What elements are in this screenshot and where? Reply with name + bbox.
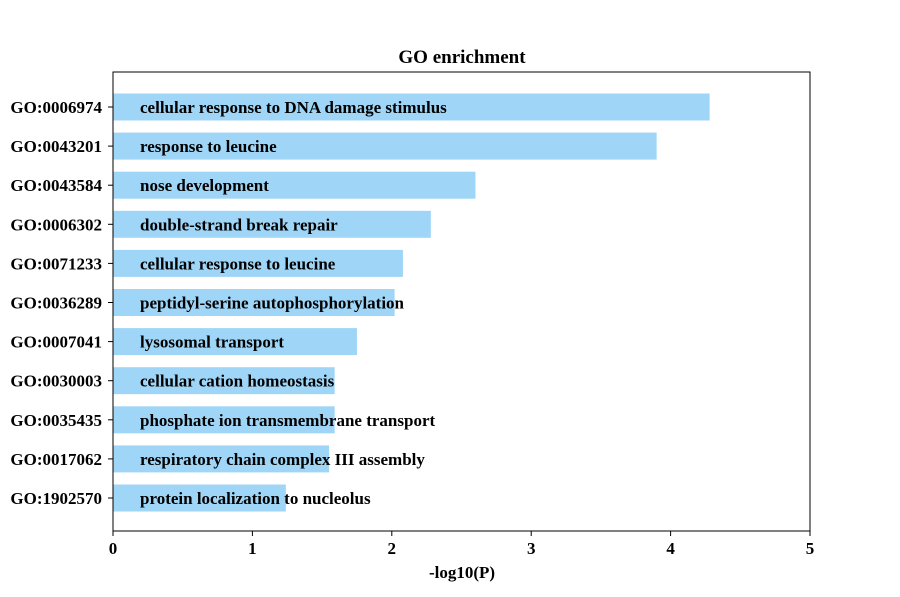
bar-description-label: double-strand break repair bbox=[140, 215, 338, 234]
x-tick-label: 2 bbox=[388, 539, 397, 558]
bar bbox=[113, 367, 335, 395]
y-tick-label: GO:0017062 bbox=[10, 450, 102, 469]
bars-group: cellular response to DNA damage stimulus… bbox=[10, 93, 710, 512]
bar bbox=[113, 171, 476, 199]
y-tick-label: GO:1902570 bbox=[10, 489, 102, 508]
bar-description-label: cellular cation homeostasis bbox=[140, 372, 335, 391]
bar bbox=[113, 484, 286, 512]
x-tick-label: 3 bbox=[527, 539, 536, 558]
y-tick-label: GO:0043201 bbox=[10, 137, 102, 156]
bar-description-label: cellular response to leucine bbox=[140, 254, 336, 273]
x-tick-label: 5 bbox=[806, 539, 815, 558]
x-tick-label: 1 bbox=[248, 539, 257, 558]
bar bbox=[113, 289, 395, 316]
y-tick-label: GO:0006302 bbox=[10, 215, 102, 234]
x-axis: 0 1 2 3 4 5 bbox=[109, 531, 815, 558]
x-axis-label: -log10(P) bbox=[429, 563, 495, 582]
bar bbox=[113, 210, 431, 238]
bar bbox=[113, 328, 357, 356]
y-tick-label: GO:0030003 bbox=[10, 372, 102, 391]
bar-description-label: response to leucine bbox=[140, 137, 277, 156]
bar bbox=[113, 93, 710, 121]
plot-frame bbox=[112, 71, 811, 532]
bar bbox=[113, 132, 657, 160]
bar bbox=[113, 406, 335, 434]
x-tick-label: 0 bbox=[109, 539, 118, 558]
y-tick-label: GO:0043584 bbox=[10, 176, 102, 195]
x-tick-label: 4 bbox=[666, 539, 675, 558]
bar-description-label: peptidyl-serine autophosphorylation bbox=[140, 294, 405, 313]
bar bbox=[113, 249, 403, 277]
y-tick-label: GO:0007041 bbox=[10, 333, 102, 352]
y-tick-label: GO:0035435 bbox=[10, 411, 102, 430]
y-tick-label: GO:0071233 bbox=[10, 254, 102, 273]
y-tick-label: GO:0036289 bbox=[10, 294, 102, 313]
bar-description-label: nose development bbox=[140, 176, 269, 195]
bar-description-label: respiratory chain complex III assembly bbox=[140, 450, 425, 469]
bar-description-label: cellular response to DNA damage stimulus bbox=[140, 98, 447, 117]
y-tick-label: GO:0006974 bbox=[10, 98, 102, 117]
bar-description-label: protein localization to nucleolus bbox=[140, 489, 371, 508]
bar-description-label: lysosomal transport bbox=[140, 333, 284, 352]
chart-title: GO enrichment bbox=[398, 47, 526, 68]
bar bbox=[113, 445, 330, 473]
bar-description-label: phosphate ion transmembrane transport bbox=[140, 411, 435, 430]
